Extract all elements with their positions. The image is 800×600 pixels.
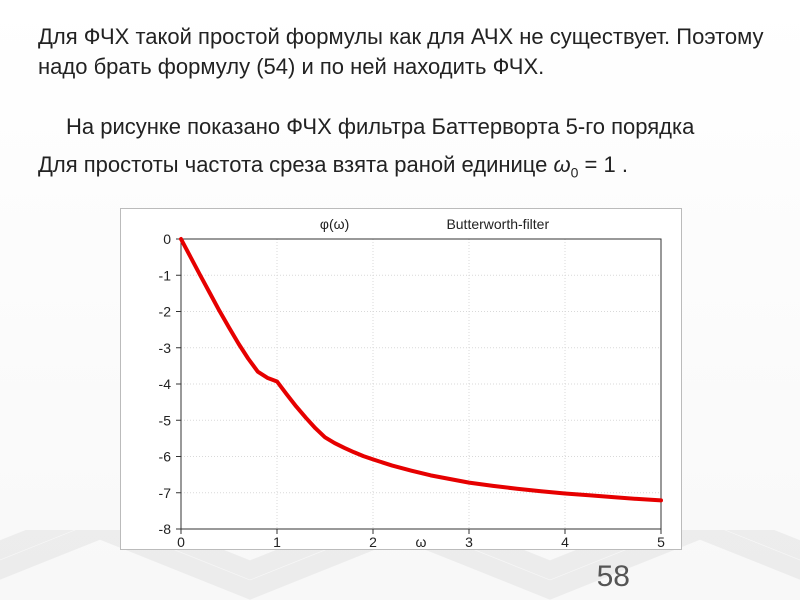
x-tick-label: 3 (465, 534, 473, 547)
y-tick-label: -4 (159, 376, 172, 392)
chart-container: 0 1 2 3 4 5 0 -1 -2 -3 -4 -5 -6 -7 -8 φ(ω) Butterworth-f… (120, 208, 682, 550)
slide: Для ФЧХ такой простой формулы как для АЧ… (0, 0, 800, 600)
x-tick-label: 2 (369, 534, 377, 547)
y-tick-label: -2 (159, 304, 172, 320)
butterworth-chart: 0 1 2 3 4 5 0 -1 -2 -3 -4 -5 -6 -7 -8 φ(ω) Butterworth-f… (121, 209, 679, 547)
chart-title-left: φ(ω) (320, 216, 349, 232)
y-tick-label: -6 (159, 449, 172, 465)
p3-prefix: Для простоты частота среза взята раной е… (38, 152, 554, 177)
chart-title-right: Butterworth-filter (446, 216, 549, 232)
y-tick-label: 0 (163, 231, 171, 247)
x-tick-label: 5 (657, 534, 665, 547)
paragraph-3: Для простоты частота среза взята раной е… (38, 150, 770, 182)
x-axis-symbol: ω (416, 534, 427, 547)
x-tick-label: 0 (177, 534, 185, 547)
paragraph-2: На рисунке показано ФЧХ фильтра Баттерво… (38, 112, 770, 142)
paragraph-1: Для ФЧХ такой простой формулы как для АЧ… (38, 22, 770, 81)
y-tick-label: -5 (159, 412, 172, 428)
y-tick-label: -7 (159, 485, 172, 501)
y-tick-label: -3 (159, 340, 172, 356)
p3-suffix: = 1 . (578, 152, 628, 177)
omega-symbol: ω (554, 152, 571, 177)
x-tick-label: 1 (273, 534, 281, 547)
page-number: 58 (597, 560, 630, 594)
y-tick-label: -8 (159, 521, 172, 537)
y-tick-label: -1 (159, 267, 172, 283)
x-tick-label: 4 (561, 534, 569, 547)
